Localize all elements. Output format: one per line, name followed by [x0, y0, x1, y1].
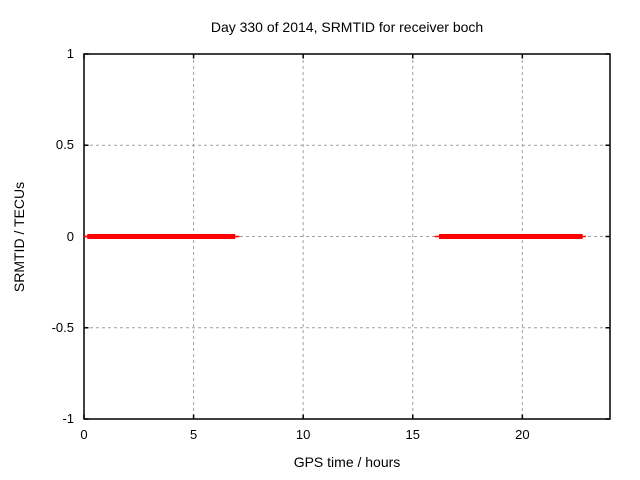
x-tick-label: 10	[295, 427, 311, 442]
x-tick-label: 15	[405, 427, 420, 442]
x-tick-label: 5	[189, 427, 198, 442]
y-tick-label: -0.5	[51, 319, 74, 335]
y-tick-label: 1	[66, 46, 74, 61]
x-axis-label: GPS time / hours	[293, 454, 401, 470]
chart-title: Day 330 of 2014, SRMTID for receiver boc…	[210, 19, 484, 35]
x-tick-label: 0	[80, 427, 88, 442]
y-tick-label: 0	[66, 228, 74, 244]
x-tick-label: 20	[515, 427, 530, 442]
y-tick-label: 0.5	[55, 137, 74, 153]
y-tick-label: -1	[62, 411, 74, 426]
